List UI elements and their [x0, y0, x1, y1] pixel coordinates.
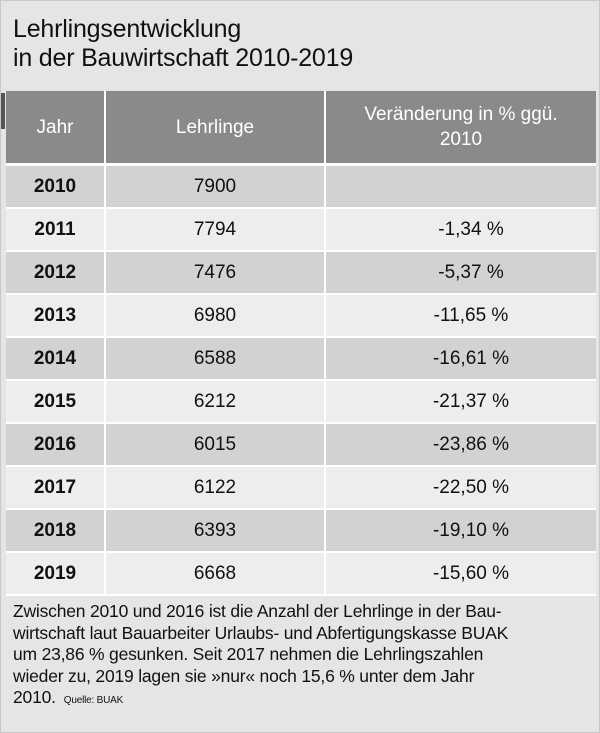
table-row: 2017 6122 -22,50 %	[6, 467, 596, 510]
row-year: 2012	[6, 252, 106, 295]
infobox-title: Lehrlingsentwicklung in der Bauwirtschaf…	[13, 15, 583, 73]
row-count: 6393	[106, 510, 326, 553]
row-change: -21,37 %	[326, 381, 596, 424]
apprentice-table-container: Jahr Lehrlinge Veränderung in % ggü. 201…	[6, 91, 596, 596]
row-count: 6122	[106, 467, 326, 510]
apprentice-table: Jahr Lehrlinge Veränderung in % ggü. 201…	[6, 91, 596, 596]
title-line-1: Lehrlingsentwicklung	[13, 15, 242, 43]
header-change-line-2: 2010	[439, 129, 483, 150]
row-year: 2019	[6, 553, 106, 596]
table-row: 2016 6015 -23,86 %	[6, 424, 596, 467]
table-row: 2014 6588 -16,61 %	[6, 338, 596, 381]
header-change-line-1: Veränderung in % ggü.	[364, 104, 558, 125]
row-count: 6588	[106, 338, 326, 381]
row-year: 2010	[6, 166, 106, 209]
table-row: 2010 7900	[6, 166, 596, 209]
header-change: Veränderung in % ggü. 2010	[326, 91, 596, 166]
row-year: 2013	[6, 295, 106, 338]
footnote-line-5: 2010. Quelle: BUAK	[13, 687, 591, 712]
row-change: -11,65 %	[326, 295, 596, 338]
header-year: Jahr	[6, 91, 106, 166]
row-count: 7476	[106, 252, 326, 295]
left-accent-bar	[1, 93, 5, 129]
row-year: 2018	[6, 510, 106, 553]
table-row: 2011 7794 -1,34 %	[6, 209, 596, 252]
row-year: 2014	[6, 338, 106, 381]
header-count: Lehrlinge	[106, 91, 326, 166]
footnote-line-3: um 23,86 % gesunken. Seit 2017 nehmen di…	[13, 644, 484, 664]
row-year: 2011	[6, 209, 106, 252]
row-change: -16,61 %	[326, 338, 596, 381]
row-change: -19,10 %	[326, 510, 596, 553]
table-row: 2018 6393 -19,10 %	[6, 510, 596, 553]
source-label: Quelle: BUAK	[63, 695, 124, 706]
footnote-line-1: Zwischen 2010 und 2016 ist die Anzahl de…	[13, 601, 502, 621]
row-count: 6212	[106, 381, 326, 424]
row-year: 2017	[6, 467, 106, 510]
row-year: 2016	[6, 424, 106, 467]
row-change: -22,50 %	[326, 467, 596, 510]
table-row: 2013 6980 -11,65 %	[6, 295, 596, 338]
table-row: 2015 6212 -21,37 %	[6, 381, 596, 424]
row-change: -5,37 %	[326, 252, 596, 295]
footnote-text: Zwischen 2010 und 2016 ist die Anzahl de…	[13, 601, 591, 712]
table-row: 2019 6668 -15,60 %	[6, 553, 596, 596]
row-year: 2015	[6, 381, 106, 424]
row-change: -23,86 %	[326, 424, 596, 467]
table-row: 2012 7476 -5,37 %	[6, 252, 596, 295]
row-count: 6980	[106, 295, 326, 338]
footnote-line-5-text: 2010.	[13, 687, 56, 707]
row-change	[326, 166, 596, 209]
row-change: -1,34 %	[326, 209, 596, 252]
row-count: 7900	[106, 166, 326, 209]
row-change: -15,60 %	[326, 553, 596, 596]
table-header-row: Jahr Lehrlinge Veränderung in % ggü. 201…	[6, 91, 596, 166]
footnote-line-2: wirtschaft laut Bauarbeiter Urlaubs- und…	[13, 622, 509, 643]
row-count: 7794	[106, 209, 326, 252]
row-count: 6668	[106, 553, 326, 596]
title-line-2: in der Bauwirtschaft 2010-2019	[13, 44, 354, 72]
row-count: 6015	[106, 424, 326, 467]
footnote-line-4: wieder zu, 2019 lagen sie »nur« noch 15,…	[13, 665, 475, 686]
